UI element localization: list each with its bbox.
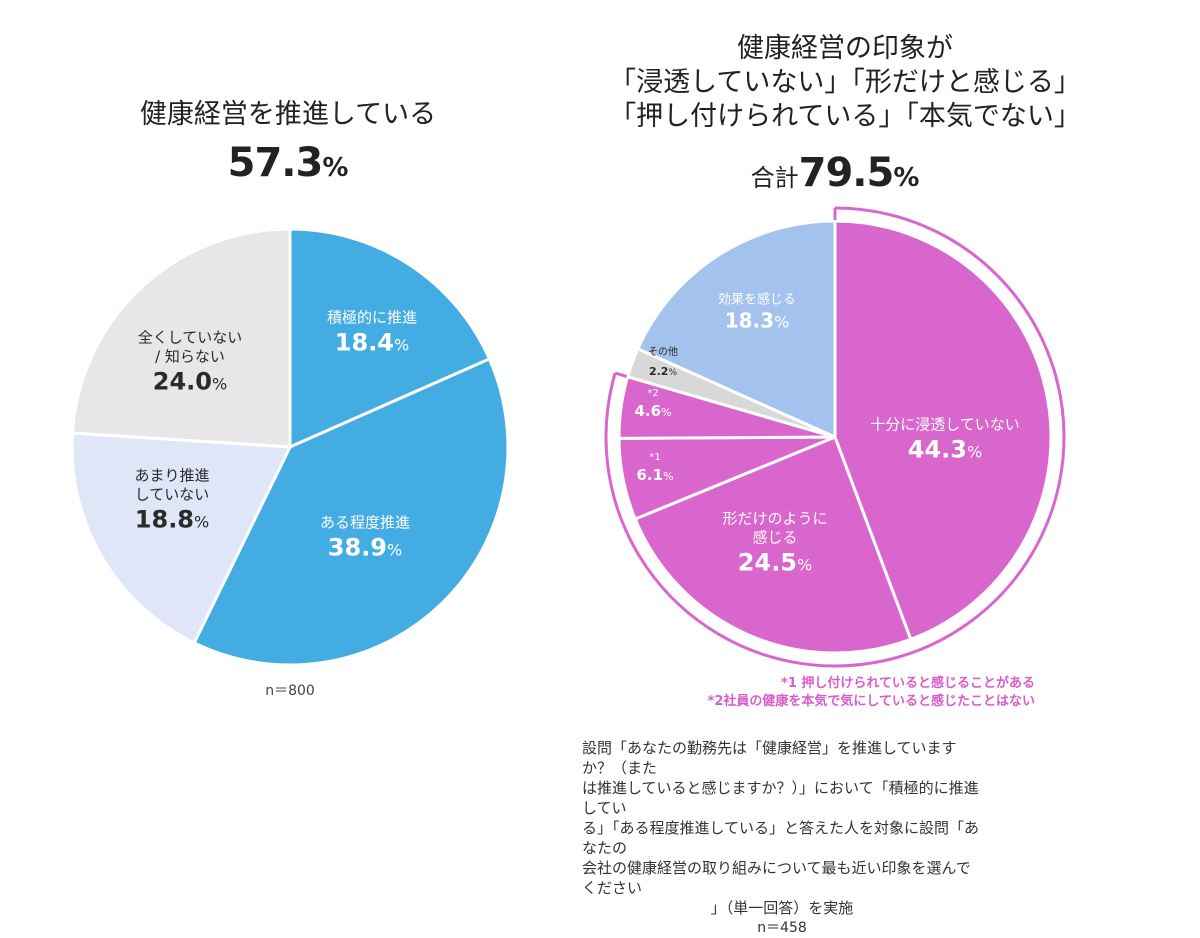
question-line: る」「ある程度推進している」と答えた人を対象に設問「あなたの [582,819,980,857]
left-pie-slice-3 [70,227,292,449]
question-text: 設問「あなたの勤務先は「健康経営」を推進していますか？（また は推進していると感… [582,738,982,938]
slice-label-not-permeated: 十分に浸透していない 44.3% [870,416,1020,465]
right-headline-unit: % [893,163,920,193]
slice-label-other: その他 2.2% [648,347,678,380]
right-pie-slice-0 [833,219,1053,642]
label-unit: % [663,469,674,483]
label-name: していない [134,485,210,503]
label-name: *2 [647,387,659,399]
footnote-1: *1 押し付けられていると感じることがある [781,676,1035,691]
right-pie-slice-5 [635,219,837,440]
slice-label-not-much: あまり推進 していない 18.8% [134,466,209,534]
footnotes: *1 押し付けられていると感じることがある *2社員の健康を本気で気にしていると… [708,675,1035,711]
question-line: 会社の健康経営の取り組みについて最も近い印象を選んでください [582,859,971,897]
label-value: 18.4 [334,328,395,357]
label-value: 38.9 [327,533,388,562]
question-line: 設問「あなたの勤務先は「健康経営」を推進していますか？（また [582,739,957,777]
question-line: 」（単一回答）を実施 [710,899,854,917]
right-title-line: 「押し付けられている」「本気でない」 [609,101,1081,132]
right-title-line: 健康経営の印象が [736,33,953,64]
left-n-label: n＝800 [265,683,315,699]
left-headline-unit: % [322,153,349,183]
pie-charts [70,206,1066,668]
question-line: は推進していると感じますか？）」において「積極的に推進してい [582,779,979,817]
right-total-prefix: 合計 [750,164,799,192]
label-unit: % [387,540,403,560]
label-value: 24.0 [152,366,212,395]
label-name: ある程度推進 [319,513,411,532]
left-pie-slice-2 [70,431,293,645]
right-title-line: 「浸透していない」「形だけと感じる」 [609,67,1081,98]
left-headline-value: 57.3 [227,140,324,186]
right-headline-value: 79.5 [798,150,895,196]
label-name: 感じる [752,528,798,546]
label-value: 4.6 [634,401,662,420]
label-name: 十分に浸透していない [870,415,1020,434]
label-unit: % [661,405,672,419]
label-unit: % [774,312,790,332]
label-unit: % [668,367,678,378]
slice-label-formality: 形だけのように 感じる 24.5% [722,509,827,577]
left-pie-slice-1 [192,356,510,667]
label-value: 6.1 [636,465,664,484]
label-unit: % [212,373,228,393]
left-title: 健康経営を推進している [139,99,437,130]
label-name: / 知らない [155,347,225,365]
left-pie-slice-0 [288,227,492,450]
left-headline: 57.3% [228,140,349,186]
slice-label-note1: *1 6.1% [636,452,673,485]
label-value: 44.3 [907,435,967,464]
footnote-2: *2社員の健康を本気で気にしていると感じたことはない [707,694,1035,709]
label-unit: % [194,511,210,531]
label-name: 効果を感じる [717,292,797,308]
label-name: 全くしていない [137,328,243,347]
right-title: 健康経営の印象が 「浸透していない」「形だけと感じる」 「押し付けられている」「… [609,32,1081,134]
right-pie-highlight-cap-1 [614,371,628,378]
right-n-label: n＝458 [757,920,807,936]
label-unit: % [797,554,813,574]
slice-label-effective: 効果を感じる 18.3% [718,292,796,333]
label-value: 18.3 [724,308,775,333]
slice-label-active: 積極的に推進 18.4% [327,309,417,358]
label-name: 形だけのように [722,509,828,528]
label-value: 2.2 [648,364,669,378]
label-name: その他 [648,346,678,358]
label-unit: % [967,442,983,462]
label-unit: % [394,335,410,355]
label-value: 18.8 [134,504,195,533]
right-pie-highlight-arc [604,206,1066,668]
label-name: 積極的に推進 [326,308,418,327]
slice-label-note2: *2 4.6% [634,388,671,421]
label-value: 24.5 [737,547,798,576]
slice-label-somewhat: ある程度推進 38.9% [320,514,410,563]
right-headline: 合計79.5% [751,150,920,196]
slice-label-none: 全くしていない / 知らない 24.0% [138,328,243,396]
label-name: *1 [649,451,661,463]
label-name: あまり推進 [134,466,210,485]
